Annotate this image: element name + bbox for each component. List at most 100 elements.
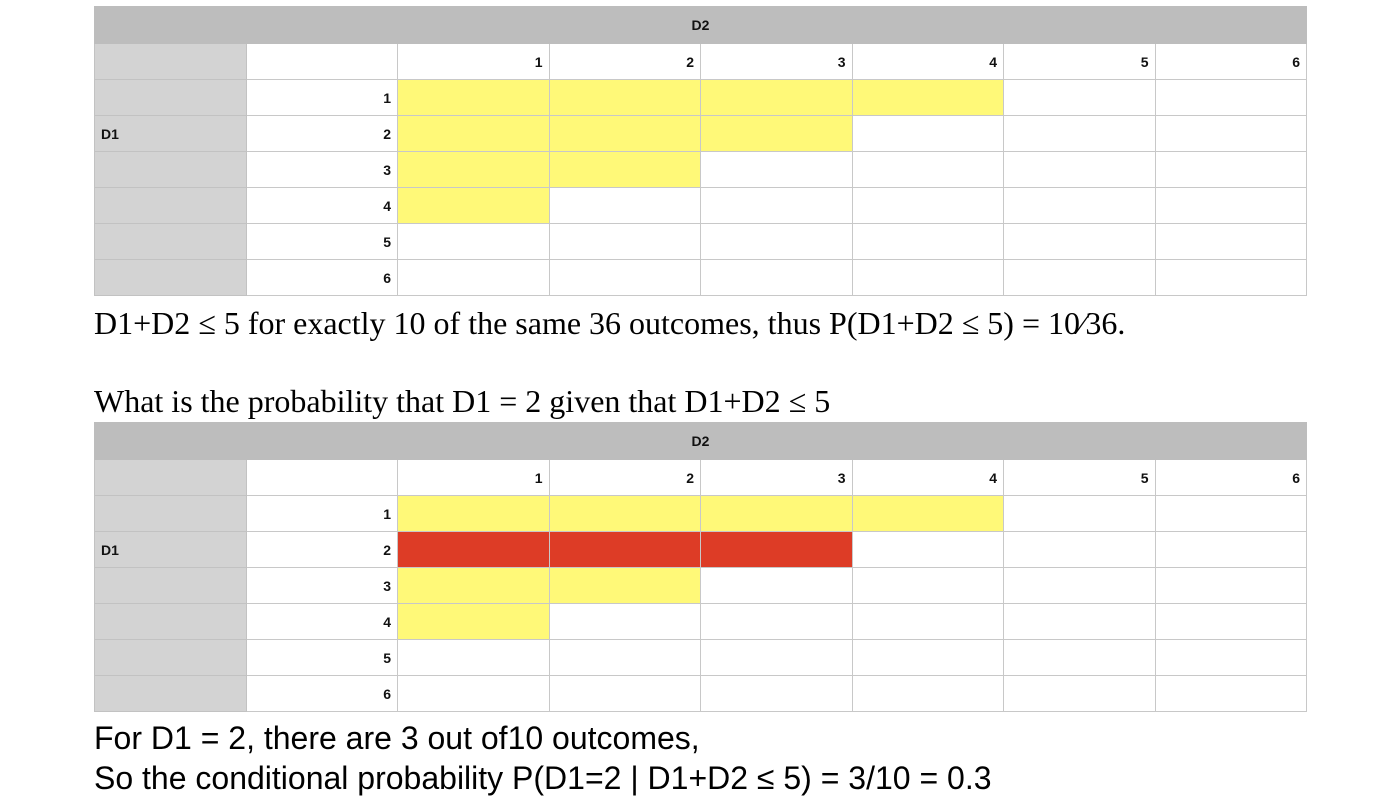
column-label: 6 (1154, 43, 1307, 80)
outcome-cell (700, 603, 853, 640)
outcome-cell (851, 675, 1004, 712)
outcome-cell (1003, 259, 1156, 296)
outcome-cell (1154, 567, 1307, 604)
d2-header: D2 (94, 6, 1307, 44)
row-label: 6 (245, 259, 398, 296)
outcome-cell (1154, 79, 1307, 116)
outcome-table-conditional: D2 1 2 3 4 5 6 1 D1 2 (94, 422, 1307, 712)
outcome-cell (1154, 603, 1307, 640)
column-label: 3 (700, 43, 853, 80)
question-text: What is the probability that D1 = 2 give… (94, 383, 831, 419)
column-label: 1 (397, 43, 550, 80)
outcome-cell (397, 603, 550, 640)
outcome-cell (700, 639, 853, 676)
blank-cell (245, 459, 398, 496)
outcome-cell (548, 639, 701, 676)
outcome-cell (397, 223, 550, 260)
blank-cell (245, 43, 398, 80)
outcome-cell (548, 79, 701, 116)
outcome-cell (1154, 151, 1307, 188)
outcome-cell (700, 223, 853, 260)
outcome-cell (548, 567, 701, 604)
column-label: 2 (548, 459, 701, 496)
answer-line-1: For D1 = 2, there are 3 out of10 outcome… (94, 720, 700, 756)
side-cell (94, 223, 247, 260)
column-label: 6 (1154, 459, 1307, 496)
column-label: 5 (1003, 459, 1156, 496)
outcome-cell (1003, 603, 1156, 640)
outcome-cell (851, 223, 1004, 260)
outcome-cell (1154, 531, 1307, 568)
outcome-cell (700, 531, 853, 568)
side-cell (94, 259, 247, 296)
outcome-cell (1003, 151, 1156, 188)
outcome-cell (1154, 223, 1307, 260)
outcome-cell (851, 151, 1004, 188)
side-cell (94, 495, 247, 532)
table-row: 4 (94, 187, 1307, 224)
outcome-cell (851, 567, 1004, 604)
answer-line-2: So the conditional probability P(D1=2 | … (94, 760, 992, 796)
outcome-cell (1154, 187, 1307, 224)
row-label: 1 (245, 495, 398, 532)
d1-label: D1 (94, 115, 247, 152)
column-label: 5 (1003, 43, 1156, 80)
table-row: 1 (94, 79, 1307, 116)
outcome-cell (548, 187, 701, 224)
table-row: D1 2 (94, 531, 1307, 568)
table-row: D1 2 (94, 115, 1307, 152)
outcome-cell (1154, 639, 1307, 676)
outcome-cell (548, 495, 701, 532)
row-label: 3 (245, 151, 398, 188)
outcome-cell (700, 567, 853, 604)
outcome-cell (851, 115, 1004, 152)
outcome-cell (397, 495, 550, 532)
outcome-cell (548, 675, 701, 712)
outcome-cell (851, 495, 1004, 532)
outcome-cell (548, 259, 701, 296)
outcome-cell (397, 187, 550, 224)
table-row: 5 (94, 639, 1307, 676)
row-label: 2 (245, 531, 398, 568)
outcome-cell (700, 115, 853, 152)
outcome-cell (1003, 79, 1156, 116)
d2-header: D2 (94, 422, 1307, 460)
outcome-cell (1003, 223, 1156, 260)
side-cell (94, 151, 247, 188)
outcome-cell (1154, 259, 1307, 296)
outcome-cell (548, 151, 701, 188)
corner-cell (94, 43, 247, 80)
side-cell (94, 187, 247, 224)
row-label: 5 (245, 223, 398, 260)
column-label: 4 (851, 43, 1004, 80)
outcome-cell (700, 259, 853, 296)
corner-cell (94, 459, 247, 496)
outcome-cell (397, 259, 550, 296)
outcome-cell (1154, 495, 1307, 532)
column-label: 3 (700, 459, 853, 496)
column-label: 2 (548, 43, 701, 80)
column-label: 1 (397, 459, 550, 496)
side-cell (94, 603, 247, 640)
d1-label: D1 (94, 531, 247, 568)
outcome-cell (548, 531, 701, 568)
row-label: 4 (245, 187, 398, 224)
table-row: 1 (94, 495, 1307, 532)
table-row: 6 (94, 675, 1307, 712)
table-header-row: D2 (94, 6, 1307, 44)
outcome-cell (851, 639, 1004, 676)
column-label: 4 (851, 459, 1004, 496)
row-label: 3 (245, 567, 398, 604)
outcome-cell (397, 675, 550, 712)
outcome-cell (1003, 187, 1156, 224)
outcome-cell (1003, 639, 1156, 676)
outcome-cell (397, 567, 550, 604)
outcome-cell (700, 187, 853, 224)
outcome-table-sum: D2 1 2 3 4 5 6 1 D1 2 (94, 6, 1307, 296)
table-row: 4 (94, 603, 1307, 640)
outcome-cell (700, 79, 853, 116)
side-cell (94, 567, 247, 604)
outcome-cell (700, 151, 853, 188)
row-label: 1 (245, 79, 398, 116)
row-label: 2 (245, 115, 398, 152)
